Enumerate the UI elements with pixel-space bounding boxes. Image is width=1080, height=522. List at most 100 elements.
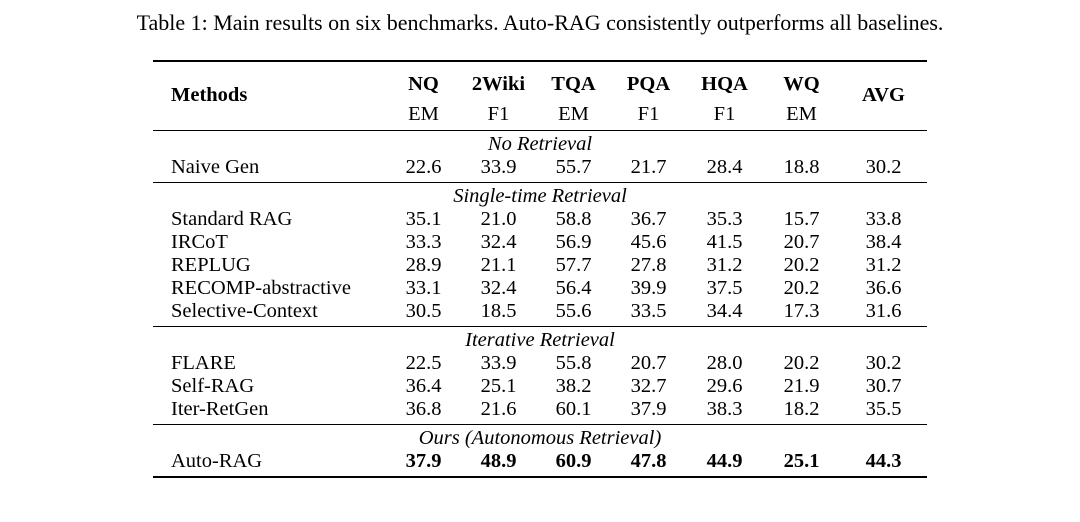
cell-value: 18.8 (783, 155, 820, 178)
cell-value: 22.6 (405, 155, 442, 178)
method-name: Auto-RAG (171, 449, 263, 472)
cell-value: 28.0 (706, 351, 743, 374)
method-name: FLARE (171, 351, 236, 374)
cell-value: 35.3 (706, 207, 743, 230)
method-name: Self-RAG (171, 374, 255, 397)
table-row: Selective-Context 30.5 18.5 55.6 33.5 34… (153, 299, 927, 327)
header-metric: F1 (637, 102, 660, 125)
header-methods: Methods (171, 83, 248, 106)
table-row: RECOMP-abstractive 33.1 32.4 56.4 39.9 3… (153, 276, 927, 299)
cell-value: 31.2 (706, 253, 743, 276)
header-metric: EM (786, 102, 817, 125)
cell-value: 37.9 (630, 397, 667, 420)
group-ours: Ours (Autonomous Retrieval) Auto-RAG 37.… (153, 424, 927, 477)
header-dataset: HQA (701, 73, 748, 95)
cell-value: 35.1 (405, 207, 442, 230)
header-avg: AVG (862, 83, 905, 106)
group-no-retrieval: No Retrieval Naive Gen 22.6 33.9 55.7 21… (153, 130, 927, 183)
cell-avg: 38.4 (865, 230, 902, 253)
cell-value: 36.8 (405, 397, 442, 420)
cell-avg: 36.6 (865, 276, 902, 299)
group-title: Iterative Retrieval (465, 329, 615, 351)
cell-value: 21.6 (480, 397, 517, 420)
cell-value: 21.7 (630, 155, 667, 178)
method-name: RECOMP-abstractive (171, 276, 351, 299)
cell-avg: 33.8 (865, 207, 902, 230)
cell-value: 36.7 (630, 207, 667, 230)
cell-value: 20.7 (630, 351, 667, 374)
table-caption: Table 1: Main results on six benchmarks.… (136, 10, 944, 35)
cell-value: 32.4 (480, 276, 517, 299)
cell-value: 18.5 (480, 299, 517, 322)
group-title: Ours (Autonomous Retrieval) (418, 427, 662, 449)
cell-value: 58.8 (555, 207, 592, 230)
cell-value: 20.2 (783, 253, 820, 276)
cell-value: 32.7 (630, 374, 667, 397)
cell-avg: 31.2 (865, 253, 902, 276)
cell-avg: 30.2 (865, 351, 902, 374)
cell-avg: 44.3 (865, 449, 902, 472)
cell-value: 33.9 (480, 351, 517, 374)
cell-value: 36.4 (405, 374, 442, 397)
cell-value: 20.2 (783, 351, 820, 374)
cell-value: 22.5 (405, 351, 442, 374)
cell-value: 38.3 (706, 397, 743, 420)
cell-value: 60.1 (555, 397, 592, 420)
cell-value: 30.5 (405, 299, 442, 322)
table-row: FLARE 22.5 33.9 55.8 20.7 28.0 20.2 30.2 (153, 351, 927, 374)
cell-value: 39.9 (630, 276, 667, 299)
header-dataset: NQ (408, 73, 439, 95)
table-row: Standard RAG 35.1 21.0 58.8 36.7 35.3 15… (153, 207, 927, 230)
cell-value: 34.4 (706, 299, 743, 322)
metric-row: EM F1 EM F1 F1 EM (153, 98, 927, 131)
cell-value: 29.6 (706, 374, 743, 397)
header-dataset: PQA (626, 73, 671, 95)
group-title: Single-time Retrieval (453, 185, 627, 207)
cell-value: 47.8 (630, 449, 667, 472)
header-dataset: TQA (551, 73, 596, 95)
cell-value: 27.8 (630, 253, 667, 276)
cell-value: 17.3 (783, 299, 820, 322)
group-iterative-retrieval: Iterative Retrieval FLARE 22.5 33.9 55.8… (153, 326, 927, 425)
cell-value: 60.9 (555, 449, 592, 472)
header-metric: F1 (713, 102, 736, 125)
cell-value: 44.9 (706, 449, 743, 472)
header-dataset: WQ (783, 73, 820, 95)
cell-value: 18.2 (783, 397, 820, 420)
cell-value: 37.5 (706, 276, 743, 299)
cell-value: 57.7 (555, 253, 592, 276)
method-name: REPLUG (171, 253, 251, 276)
table-row: Auto-RAG 37.9 48.9 60.9 47.8 44.9 25.1 4… (153, 449, 927, 477)
group-single-time-retrieval: Single-time Retrieval Standard RAG 35.1 … (153, 182, 927, 327)
cell-value: 56.4 (555, 276, 592, 299)
cell-value: 21.9 (783, 374, 820, 397)
table-row: Self-RAG 36.4 25.1 38.2 32.7 29.6 21.9 3… (153, 374, 927, 397)
header-row: Methods NQ 2Wiki TQA PQA HQA WQ AVG (153, 61, 927, 106)
cell-value: 55.7 (555, 155, 592, 178)
cell-value: 45.6 (630, 230, 667, 253)
table-row: IRCoT 33.3 32.4 56.9 45.6 41.5 20.7 38.4 (153, 230, 927, 253)
method-name: Selective-Context (171, 299, 318, 322)
table-row: REPLUG 28.9 21.1 57.7 27.8 31.2 20.2 31.… (153, 253, 927, 276)
method-name: Iter-RetGen (171, 397, 269, 420)
method-name: Naive Gen (171, 155, 260, 178)
method-name: IRCoT (171, 230, 228, 253)
cell-avg: 30.2 (865, 155, 902, 178)
cell-value: 56.9 (555, 230, 592, 253)
cell-value: 32.4 (480, 230, 517, 253)
cell-value: 25.1 (783, 449, 820, 472)
cell-value: 20.7 (783, 230, 820, 253)
cell-value: 55.8 (555, 351, 592, 374)
cell-value: 33.9 (480, 155, 517, 178)
cell-value: 37.9 (405, 449, 442, 472)
cell-value: 28.9 (405, 253, 442, 276)
header-dataset: 2Wiki (471, 73, 526, 95)
cell-value: 21.1 (480, 253, 517, 276)
cell-value: 41.5 (706, 230, 743, 253)
cell-value: 38.2 (555, 374, 592, 397)
group-title: No Retrieval (487, 133, 593, 155)
cell-value: 21.0 (480, 207, 517, 230)
cell-value: 25.1 (480, 374, 517, 397)
header-metric: F1 (487, 102, 510, 125)
cell-value: 33.1 (405, 276, 442, 299)
